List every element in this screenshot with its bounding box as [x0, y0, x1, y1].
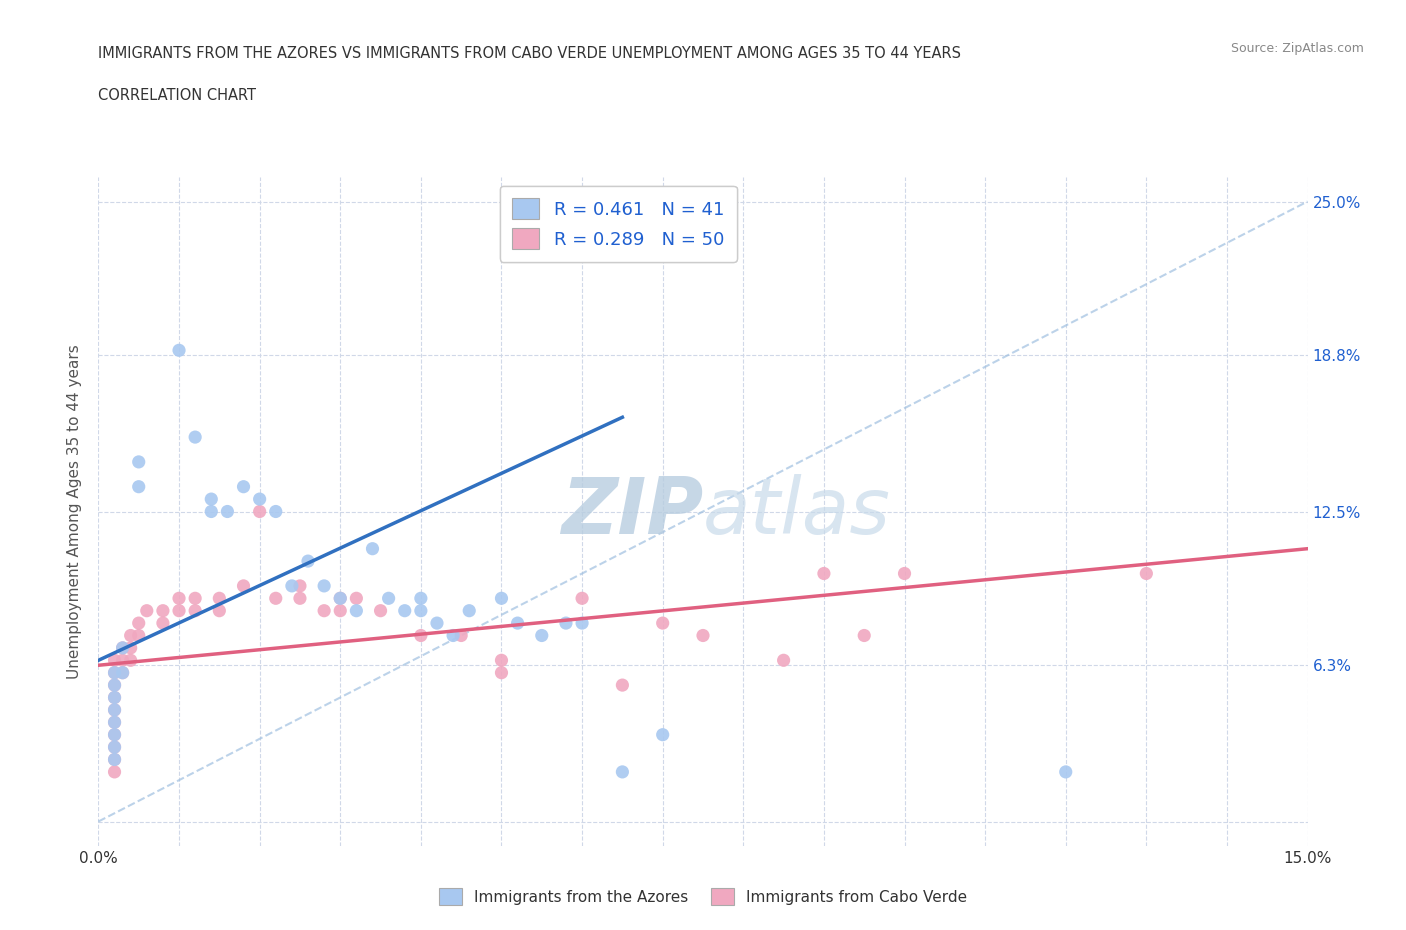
Point [103, 665, 125, 680]
Point [167, 343, 190, 358]
Point [249, 492, 271, 507]
Point [249, 504, 271, 519]
Point [103, 702, 125, 717]
Point [135, 604, 157, 618]
Point [651, 616, 673, 631]
Text: Source: ZipAtlas.com: Source: ZipAtlas.com [1230, 42, 1364, 55]
Point [120, 641, 142, 656]
Point [103, 739, 125, 754]
Legend: R = 0.461   N = 41, R = 0.289   N = 50: R = 0.461 N = 41, R = 0.289 N = 50 [499, 186, 737, 261]
Point [1135, 566, 1157, 581]
Point [103, 752, 125, 767]
Point [208, 591, 231, 605]
Point [491, 591, 513, 605]
Point [184, 591, 207, 605]
Point [128, 616, 150, 631]
Point [128, 455, 150, 470]
Point [281, 578, 304, 593]
Point [506, 616, 529, 631]
Point [314, 604, 336, 618]
Point [103, 739, 125, 754]
Point [152, 616, 174, 631]
Point [103, 702, 125, 717]
Point [394, 604, 416, 618]
Point [571, 616, 593, 631]
Point [232, 479, 254, 494]
Point [200, 492, 222, 507]
Point [208, 604, 231, 618]
Point [264, 504, 287, 519]
Point [329, 591, 352, 605]
Point [853, 628, 876, 643]
Point [361, 541, 384, 556]
Point [450, 628, 472, 643]
Text: atlas: atlas [703, 473, 891, 550]
Point [103, 752, 125, 767]
Point [893, 566, 915, 581]
Point [184, 430, 207, 445]
Point [344, 604, 367, 618]
Point [103, 727, 125, 742]
Point [458, 604, 481, 618]
Point [128, 628, 150, 643]
Point [264, 591, 287, 605]
Point [103, 678, 125, 693]
Point [530, 628, 553, 643]
Point [111, 665, 134, 680]
Text: CORRELATION CHART: CORRELATION CHART [98, 88, 256, 103]
Point [409, 628, 432, 643]
Point [184, 604, 207, 618]
Point [111, 653, 134, 668]
Point [288, 591, 311, 605]
Point [441, 628, 464, 643]
Point [612, 764, 634, 779]
Point [128, 479, 150, 494]
Point [217, 504, 239, 519]
Point [813, 566, 835, 581]
Point [103, 715, 125, 730]
Point [1054, 764, 1077, 779]
Point [692, 628, 714, 643]
Point [111, 665, 134, 680]
Point [377, 591, 399, 605]
Text: IMMIGRANTS FROM THE AZORES VS IMMIGRANTS FROM CABO VERDE UNEMPLOYMENT AMONG AGES: IMMIGRANTS FROM THE AZORES VS IMMIGRANTS… [98, 46, 962, 61]
Point [772, 653, 794, 668]
Point [288, 578, 311, 593]
Point [103, 678, 125, 693]
Point [103, 690, 125, 705]
Point [103, 653, 125, 668]
Point [297, 553, 319, 568]
Point [314, 578, 336, 593]
Point [344, 591, 367, 605]
Point [555, 616, 578, 631]
Point [370, 604, 392, 618]
Point [103, 690, 125, 705]
Point [111, 641, 134, 656]
Point [426, 616, 449, 631]
Point [103, 727, 125, 742]
Point [329, 604, 352, 618]
Point [103, 764, 125, 779]
Y-axis label: Unemployment Among Ages 35 to 44 years: Unemployment Among Ages 35 to 44 years [67, 344, 83, 679]
Point [111, 641, 134, 656]
Point [152, 604, 174, 618]
Point [103, 665, 125, 680]
Point [120, 628, 142, 643]
Point [651, 727, 673, 742]
Point [491, 665, 513, 680]
Legend: Immigrants from the Azores, Immigrants from Cabo Verde: Immigrants from the Azores, Immigrants f… [432, 880, 974, 913]
Point [612, 678, 634, 693]
Point [120, 653, 142, 668]
Text: ZIP: ZIP [561, 473, 703, 550]
Point [491, 653, 513, 668]
Point [232, 578, 254, 593]
Point [409, 591, 432, 605]
Point [571, 591, 593, 605]
Point [409, 604, 432, 618]
Point [103, 715, 125, 730]
Point [167, 591, 190, 605]
Point [200, 504, 222, 519]
Point [329, 591, 352, 605]
Point [167, 604, 190, 618]
